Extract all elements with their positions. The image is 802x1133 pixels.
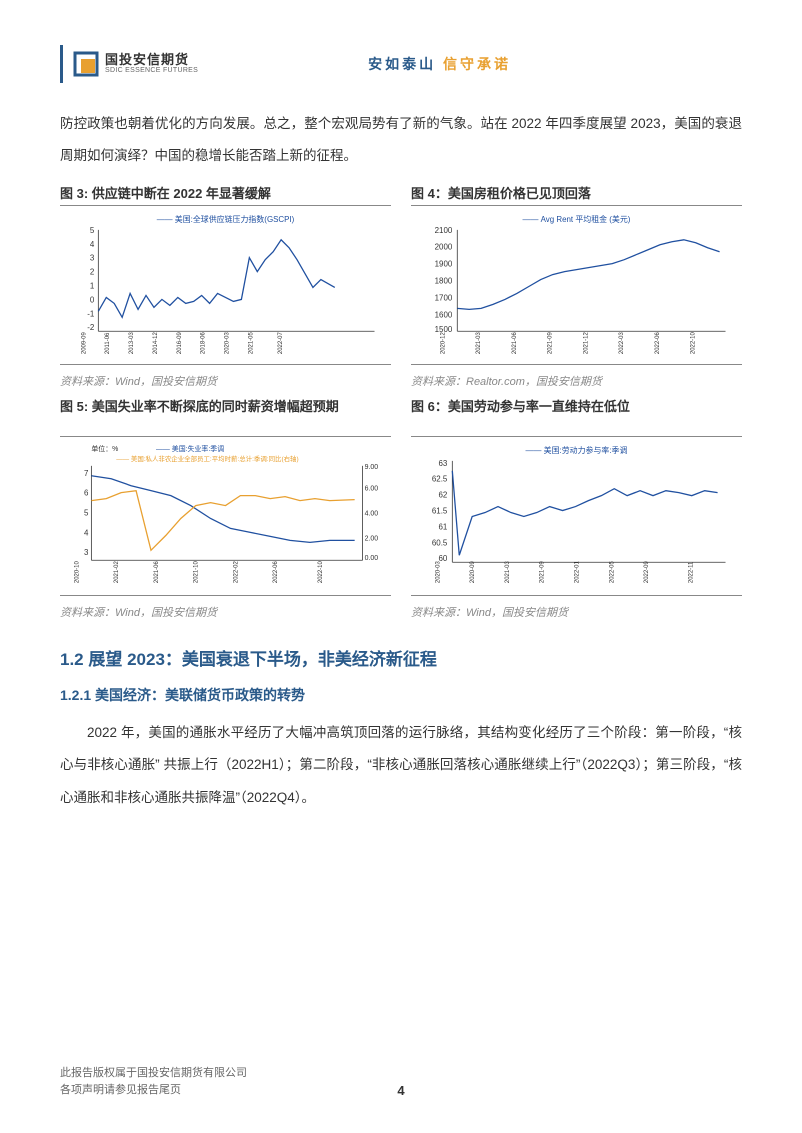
svg-text:4.00: 4.00 — [365, 510, 379, 517]
svg-text:2000: 2000 — [435, 243, 453, 252]
svg-text:1: 1 — [90, 281, 95, 290]
chart-6-title: 图 6：美国劳动参与率一直维持在低位 — [411, 399, 742, 437]
svg-text:2021-02: 2021-02 — [114, 560, 120, 583]
chart-5-title: 图 5: 美国失业率不断探底的同时薪资增幅超预期 — [60, 399, 391, 437]
svg-text:2.00: 2.00 — [365, 535, 379, 542]
svg-text:61: 61 — [438, 522, 447, 531]
svg-text:2021-09: 2021-09 — [548, 331, 554, 354]
svg-text:2: 2 — [90, 267, 95, 276]
chart-3-source: 资料来源：Wind，国投安信期货 — [60, 373, 391, 389]
svg-text:2021-03: 2021-03 — [505, 560, 511, 583]
svg-text:2022-06: 2022-06 — [655, 331, 661, 354]
chart-3-svg: —— 美国:全球供应链压力指数(GSCPI) 5 4 3 2 1 0 -1 -2 2009… — [60, 210, 391, 365]
chart-6-source: 资料来源：Wind，国投安信期货 — [411, 604, 742, 620]
svg-text:2018-06: 2018-06 — [201, 331, 207, 354]
logo-en-text: SDIC ESSENCE FUTURES — [105, 67, 198, 75]
svg-text:2014-12: 2014-12 — [153, 331, 159, 354]
slogan-blue: 安如泰山 — [368, 56, 436, 72]
chart-4-source: 资料来源：Realtor.com，国投安信期货 — [411, 373, 742, 389]
slogan: 安如泰山 信守承诺 — [368, 54, 511, 74]
svg-text:—— 美国:失业率:季调: —— 美国:失业率:季调 — [156, 444, 224, 453]
svg-text:63: 63 — [438, 459, 447, 468]
svg-text:2009-09: 2009-09 — [81, 331, 87, 354]
svg-text:2021-09: 2021-09 — [540, 560, 546, 583]
svg-text:—— 美国:私人非农企业全部员工:平均时薪:总计:季调:同比: —— 美国:私人非农企业全部员工:平均时薪:总计:季调:同比(右轴) — [116, 454, 298, 463]
svg-text:61.5: 61.5 — [432, 506, 448, 515]
chart-4-svg: —— Avg Rent 平均租金 (美元) 2100 2000 1900 1800 1… — [411, 210, 742, 365]
svg-text:6: 6 — [84, 488, 89, 497]
svg-text:2016-09: 2016-09 — [177, 331, 183, 354]
svg-text:5: 5 — [90, 226, 95, 235]
svg-text:2020-12: 2020-12 — [440, 331, 446, 354]
svg-text:2020-03: 2020-03 — [435, 560, 441, 583]
svg-text:0: 0 — [90, 295, 95, 304]
svg-text:-1: -1 — [87, 309, 95, 318]
svg-text:2100: 2100 — [435, 226, 453, 235]
svg-text:单位：%: 单位：% — [91, 444, 118, 453]
chart-3-block: 图 3: 供应链中断在 2022 年显著缓解 —— 美国:全球供应链压力指数(G… — [60, 183, 391, 389]
chart-3-title: 图 3: 供应链中断在 2022 年显著缓解 — [60, 183, 391, 206]
svg-text:3: 3 — [90, 253, 95, 262]
svg-text:2022-03: 2022-03 — [619, 331, 625, 354]
svg-text:2022-11: 2022-11 — [689, 561, 695, 583]
svg-text:2022-01: 2022-01 — [574, 560, 580, 583]
svg-text:3: 3 — [84, 548, 89, 557]
intro-paragraph: 防控政策也朝着优化的方向发展。总之，整个宏观局势有了新的气象。站在 2022 年… — [60, 108, 742, 173]
svg-text:5: 5 — [84, 508, 89, 517]
svg-text:2013-03: 2013-03 — [129, 331, 135, 354]
chart-5-svg: 单位：% —— 美国:失业率:季调 —— 美国:私人非农企业全部员工:平均时薪:… — [60, 441, 391, 596]
svg-text:2020-09: 2020-09 — [470, 560, 476, 583]
svg-text:-2: -2 — [87, 323, 95, 332]
svg-text:2020-03: 2020-03 — [224, 331, 230, 354]
page-header: 国投安信期货 SDIC ESSENCE FUTURES 安如泰山 信守承诺 — [60, 45, 742, 83]
svg-text:2022-10: 2022-10 — [691, 331, 697, 354]
svg-text:1900: 1900 — [435, 259, 453, 268]
chart-5-source: 资料来源：Wind，国投安信期货 — [60, 604, 391, 620]
svg-text:7: 7 — [84, 469, 89, 478]
company-logo-icon — [73, 51, 99, 77]
svg-text:2021-03: 2021-03 — [476, 331, 482, 354]
charts-grid: 图 3: 供应链中断在 2022 年显著缓解 —— 美国:全球供应链压力指数(G… — [60, 183, 742, 620]
chart-5-block: 图 5: 美国失业率不断探底的同时薪资增幅超预期 单位：% —— 美国:失业率:… — [60, 399, 391, 620]
chart-6-svg: —— 美国:劳动力参与率:季调 6362.562 61.56160.560 20… — [411, 441, 742, 596]
svg-text:—— 美国:劳动力参与率:季调: —— 美国:劳动力参与率:季调 — [526, 445, 628, 455]
svg-text:2021-12: 2021-12 — [583, 331, 589, 354]
page-number: 4 — [0, 1083, 802, 1098]
logo-cn-text: 国投安信期货 — [105, 53, 198, 67]
svg-text:1700: 1700 — [435, 293, 453, 302]
section-1-2-title: 1.2 展望 2023：美国衰退下半场，非美经济新征程 — [60, 645, 742, 670]
svg-text:4: 4 — [84, 528, 89, 537]
section-1-2-1-title: 1.2.1 美国经济：美联储货币政策的转势 — [60, 685, 742, 705]
svg-text:2011-06: 2011-06 — [105, 332, 111, 354]
svg-text:62: 62 — [438, 490, 447, 499]
svg-text:60.5: 60.5 — [432, 538, 448, 547]
svg-text:2021-10: 2021-10 — [194, 560, 200, 583]
svg-text:—— Avg Rent 平均租金 (美元): —— Avg Rent 平均租金 (美元) — [523, 214, 631, 224]
svg-text:2022-02: 2022-02 — [233, 560, 239, 583]
svg-text:2022-09: 2022-09 — [644, 560, 650, 583]
svg-text:1600: 1600 — [435, 310, 453, 319]
footer-line-1: 此报告版权属于国投安信期货有限公司 — [60, 1065, 742, 1082]
svg-text:2021-06: 2021-06 — [512, 331, 518, 354]
svg-text:0.00: 0.00 — [365, 555, 379, 562]
logo-block: 国投安信期货 SDIC ESSENCE FUTURES — [73, 51, 198, 77]
chart-4-title: 图 4：美国房租价格已见顶回落 — [411, 183, 742, 206]
svg-text:2022-07: 2022-07 — [278, 331, 284, 354]
section-body: 2022 年，美国的通胀水平经历了大幅冲高筑顶回落的运行脉络，其结构变化经历了三… — [60, 717, 742, 814]
slogan-orange: 信守承诺 — [443, 56, 511, 72]
svg-text:2022-10: 2022-10 — [318, 560, 324, 583]
svg-text:2022-06: 2022-06 — [273, 560, 279, 583]
chart-6-block: 图 6：美国劳动参与率一直维持在低位 —— 美国:劳动力参与率:季调 63 62.… — [411, 399, 742, 620]
svg-text:2020-10: 2020-10 — [74, 560, 80, 583]
svg-text:2021-06: 2021-06 — [154, 560, 160, 583]
svg-text:6.00: 6.00 — [365, 485, 379, 492]
chart-4-block: 图 4：美国房租价格已见顶回落 —— Avg Rent 平均租金 (美元) 21… — [411, 183, 742, 389]
svg-text:1800: 1800 — [435, 276, 453, 285]
svg-text:—— 美国:全球供应链压力指数(GSCPI): —— 美国:全球供应链压力指数(GSCPI) — [157, 214, 295, 224]
svg-text:9.00: 9.00 — [365, 464, 379, 471]
svg-text:4: 4 — [90, 240, 95, 249]
svg-text:62.5: 62.5 — [432, 475, 448, 484]
svg-text:2021-05: 2021-05 — [248, 331, 254, 354]
svg-text:2022-05: 2022-05 — [609, 560, 615, 583]
